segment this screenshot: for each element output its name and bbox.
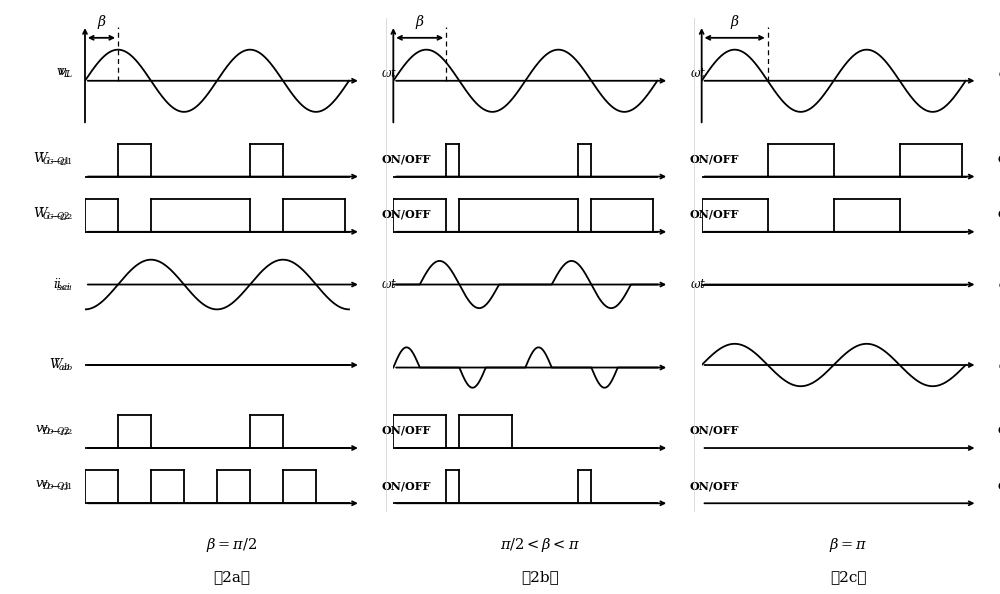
Text: $V_{G\mathrm{-}Q1}$: $V_{G\mathrm{-}Q1}$ [38,151,73,167]
Text: $\beta$: $\beta$ [97,13,106,31]
Text: $\beta$: $\beta$ [415,13,425,31]
Text: $\omega t$: $\omega t$ [998,67,1000,80]
Text: ON/OFF: ON/OFF [381,153,431,165]
Text: ON/OFF: ON/OFF [690,153,739,165]
Text: ON/OFF: ON/OFF [690,425,739,436]
Text: $\omega t$: $\omega t$ [998,359,1000,371]
Text: $\omega t$: $\omega t$ [690,278,706,291]
Text: $\pi/2<\beta<\pi$: $\pi/2<\beta<\pi$ [500,536,580,554]
Text: $\omega t$: $\omega t$ [381,278,398,291]
Text: $v_{D\mathrm{-}Q1}$: $v_{D\mathrm{-}Q1}$ [35,479,70,492]
Text: $v_{D\mathrm{-}Q2}$: $v_{D\mathrm{-}Q2}$ [35,424,70,437]
Text: $V_{ab}$: $V_{ab}$ [53,357,73,373]
Text: $V_{ab}$: $V_{ab}$ [49,357,70,373]
Text: ON/OFF: ON/OFF [998,208,1000,220]
Text: ON/OFF: ON/OFF [381,425,431,436]
Text: $\beta =\pi/2$: $\beta =\pi/2$ [206,536,257,554]
Text: ON/OFF: ON/OFF [998,480,1000,491]
Text: ON/OFF: ON/OFF [998,153,1000,165]
Text: $\omega t$: $\omega t$ [381,67,398,80]
Text: $V_{G\mathrm{-}Q2}$: $V_{G\mathrm{-}Q2}$ [38,206,73,222]
Text: $V_{G\mathrm{-}Q2}$: $V_{G\mathrm{-}Q2}$ [33,206,70,222]
Text: $i_{sci}$: $i_{sci}$ [53,276,70,293]
Text: $v_{D\mathrm{-}Q2}$: $v_{D\mathrm{-}Q2}$ [40,424,73,437]
Text: ON/OFF: ON/OFF [690,208,739,220]
Text: $\omega t$: $\omega t$ [998,278,1000,291]
Text: $\beta =\pi$: $\beta =\pi$ [829,536,868,554]
Text: ON/OFF: ON/OFF [690,480,739,491]
Text: （2a）: （2a） [213,570,250,584]
Text: $V_{G\mathrm{-}Q1}$: $V_{G\mathrm{-}Q1}$ [33,151,70,167]
Text: $v_L$: $v_L$ [56,67,70,80]
Text: ON/OFF: ON/OFF [381,480,431,491]
Text: $\beta$: $\beta$ [730,13,740,31]
Text: $v_L$: $v_L$ [58,67,73,80]
Text: （2c）: （2c） [830,570,867,584]
Text: $\omega t$: $\omega t$ [690,67,706,80]
Text: （2b）: （2b） [521,570,559,584]
Text: ON/OFF: ON/OFF [381,208,431,220]
Text: ON/OFF: ON/OFF [998,425,1000,436]
Text: $v_{D\mathrm{-}Q1}$: $v_{D\mathrm{-}Q1}$ [40,479,73,492]
Text: $i_{sci}$: $i_{sci}$ [56,276,73,293]
